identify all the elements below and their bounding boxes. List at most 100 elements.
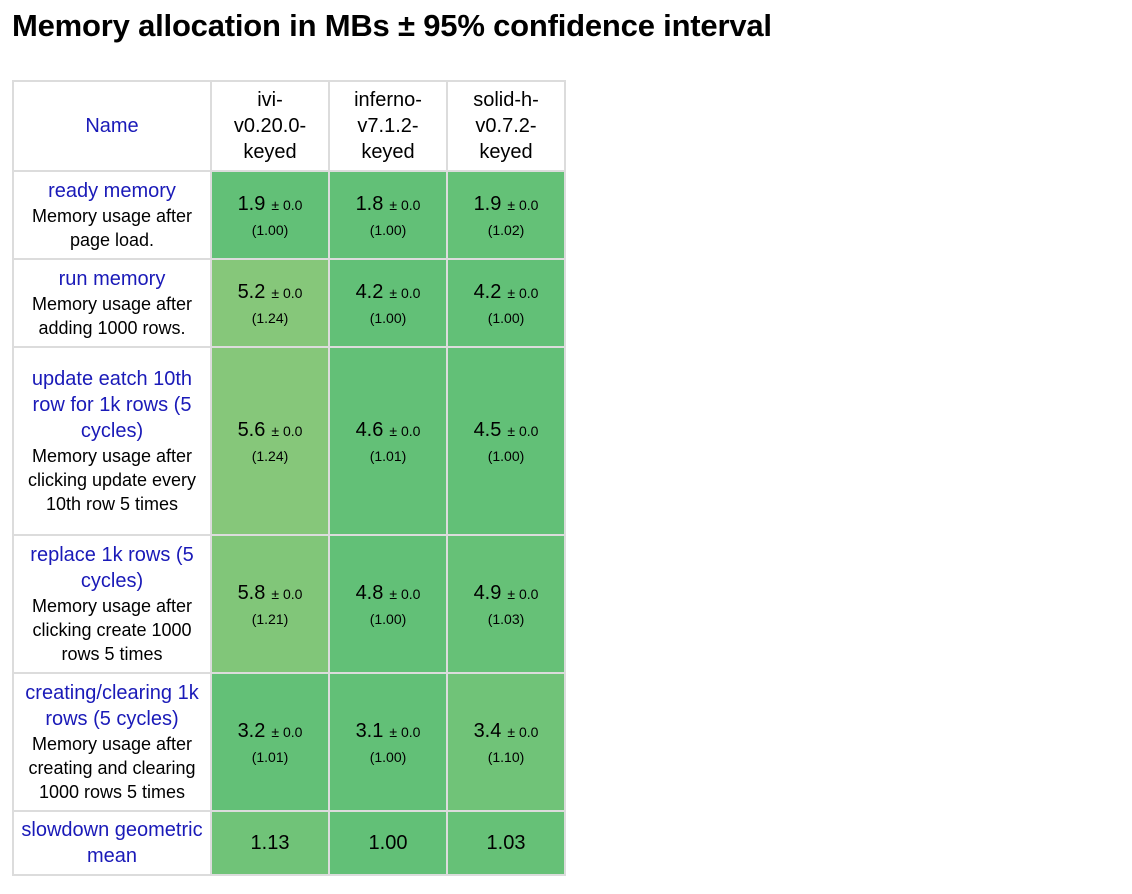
benchmark-description: Memory usage after adding 1000 rows. <box>31 294 193 338</box>
result-cell: 4.2 ± 0.0 (1.00) <box>328 258 448 348</box>
confidence-interval: ± 0.0 <box>389 422 421 439</box>
confidence-interval: ± 0.0 <box>507 196 539 213</box>
benchmark-row-update-10th: update eatch 10th row for 1k rows (5 cyc… <box>12 346 566 536</box>
framework-header-line: solid-h- <box>473 89 539 111</box>
result-ratio: (1.00) <box>369 309 407 326</box>
result-cell: 5.6 ± 0.0 (1.24) <box>210 346 330 536</box>
confidence-interval: ± 0.0 <box>389 284 421 301</box>
result-ratio: (1.21) <box>251 610 289 627</box>
result-value: 5.2 <box>237 280 266 303</box>
result-cell: 3.2 ± 0.0 (1.01) <box>210 672 330 812</box>
confidence-interval: ± 0.0 <box>271 196 303 213</box>
result-ratio: (1.00) <box>369 221 407 238</box>
benchmark-description: Memory usage after clicking create 1000 … <box>31 596 193 664</box>
slowdown-value: 1.00 <box>368 832 408 854</box>
confidence-interval: ± 0.0 <box>271 723 303 740</box>
framework-header-line: keyed <box>243 141 297 163</box>
result-value: 4.8 <box>355 581 384 604</box>
result-ratio: (1.00) <box>251 221 289 238</box>
slowdown-cell: 1.03 <box>446 810 566 876</box>
benchmark-name-cell: update eatch 10th row for 1k rows (5 cyc… <box>12 346 212 536</box>
benchmark-name-cell: run memory Memory usage after adding 100… <box>12 258 212 348</box>
benchmark-row-run-memory: run memory Memory usage after adding 100… <box>12 258 566 348</box>
benchmark-name-cell: ready memory Memory usage after page loa… <box>12 170 212 260</box>
result-value: 5.6 <box>237 418 266 441</box>
framework-header-line: inferno- <box>354 89 422 111</box>
result-cell: 1.9 ± 0.0 (1.02) <box>446 170 566 260</box>
name-column-header[interactable]: Name <box>12 80 212 172</box>
benchmark-description: Memory usage after page load. <box>31 206 193 250</box>
result-cell: 4.2 ± 0.0 (1.00) <box>446 258 566 348</box>
framework-header-ivi[interactable]: ivi- v0.20.0- keyed <box>210 80 330 172</box>
result-ratio: (1.24) <box>251 447 289 464</box>
benchmark-title-link[interactable]: creating/clearing 1k rows (5 cycles) <box>25 682 199 730</box>
confidence-interval: ± 0.0 <box>507 723 539 740</box>
result-ratio: (1.03) <box>487 610 525 627</box>
confidence-interval: ± 0.0 <box>271 422 303 439</box>
benchmark-name-cell: replace 1k rows (5 cycles) Memory usage … <box>12 534 212 674</box>
result-cell: 1.8 ± 0.0 (1.00) <box>328 170 448 260</box>
framework-header-line: v7.1.2- <box>357 115 419 137</box>
result-cell: 4.8 ± 0.0 (1.00) <box>328 534 448 674</box>
result-value: 1.9 <box>473 192 502 215</box>
result-value: 1.8 <box>355 192 384 215</box>
result-cell: 4.5 ± 0.0 (1.00) <box>446 346 566 536</box>
result-cell: 3.1 ± 0.0 (1.00) <box>328 672 448 812</box>
confidence-interval: ± 0.0 <box>507 422 539 439</box>
result-value: 5.8 <box>237 581 266 604</box>
benchmark-row-ready-memory: ready memory Memory usage after page loa… <box>12 170 566 260</box>
confidence-interval: ± 0.0 <box>271 585 303 602</box>
framework-header-line: ivi- <box>257 89 283 111</box>
slowdown-value: 1.03 <box>486 832 526 854</box>
result-ratio: (1.00) <box>487 309 525 326</box>
slowdown-row: slowdown geometric mean 1.13 1.00 1.03 <box>12 810 566 876</box>
result-ratio: (1.00) <box>369 748 407 765</box>
slowdown-title: slowdown geometric mean <box>21 819 203 867</box>
result-value: 3.4 <box>473 719 502 742</box>
confidence-interval: ± 0.0 <box>389 196 421 213</box>
confidence-interval: ± 0.0 <box>271 284 303 301</box>
result-value: 3.2 <box>237 719 266 742</box>
result-ratio: (1.01) <box>251 748 289 765</box>
confidence-interval: ± 0.0 <box>507 284 539 301</box>
benchmark-title-link[interactable]: run memory <box>58 268 166 290</box>
result-cell: 5.8 ± 0.0 (1.21) <box>210 534 330 674</box>
result-ratio: (1.01) <box>369 447 407 464</box>
page-title: Memory allocation in MBs ± 95% confidenc… <box>12 8 772 43</box>
framework-header-line: keyed <box>479 141 533 163</box>
framework-header-line: v0.7.2- <box>475 115 537 137</box>
result-ratio: (1.00) <box>369 610 407 627</box>
benchmark-name-cell: creating/clearing 1k rows (5 cycles) Mem… <box>12 672 212 812</box>
framework-header-solid-h[interactable]: solid-h- v0.7.2- keyed <box>446 80 566 172</box>
result-ratio: (1.00) <box>487 447 525 464</box>
result-ratio: (1.10) <box>487 748 525 765</box>
confidence-interval: ± 0.0 <box>507 585 539 602</box>
slowdown-name-cell: slowdown geometric mean <box>12 810 212 876</box>
slowdown-cell: 1.13 <box>210 810 330 876</box>
framework-header-line: keyed <box>361 141 415 163</box>
framework-header-inferno[interactable]: inferno- v7.1.2- keyed <box>328 80 448 172</box>
result-value: 3.1 <box>355 719 384 742</box>
benchmark-row-replace-rows: replace 1k rows (5 cycles) Memory usage … <box>12 534 566 674</box>
result-ratio: (1.24) <box>251 309 289 326</box>
result-value: 4.6 <box>355 418 384 441</box>
benchmark-title-link[interactable]: ready memory <box>48 180 176 202</box>
result-value: 4.2 <box>473 280 502 303</box>
result-cell: 3.4 ± 0.0 (1.10) <box>446 672 566 812</box>
result-value: 4.5 <box>473 418 502 441</box>
result-cell: 5.2 ± 0.0 (1.24) <box>210 258 330 348</box>
result-cell: 4.6 ± 0.0 (1.01) <box>328 346 448 536</box>
benchmark-title-link[interactable]: replace 1k rows (5 cycles) <box>30 544 194 592</box>
benchmark-row-creating-clearing: creating/clearing 1k rows (5 cycles) Mem… <box>12 672 566 812</box>
header-row: Name ivi- v0.20.0- keyed inferno- v7.1.2… <box>12 80 566 172</box>
result-value: 1.9 <box>237 192 266 215</box>
result-cell: 4.9 ± 0.0 (1.03) <box>446 534 566 674</box>
benchmark-description: Memory usage after creating and clearing… <box>28 734 196 802</box>
result-ratio: (1.02) <box>487 221 525 238</box>
memory-results-table: Name ivi- v0.20.0- keyed inferno- v7.1.2… <box>12 80 566 876</box>
confidence-interval: ± 0.0 <box>389 585 421 602</box>
result-value: 4.9 <box>473 581 502 604</box>
confidence-interval: ± 0.0 <box>389 723 421 740</box>
benchmark-description: Memory usage after clicking update every… <box>27 446 197 514</box>
benchmark-title-link[interactable]: update eatch 10th row for 1k rows (5 cyc… <box>31 368 193 442</box>
